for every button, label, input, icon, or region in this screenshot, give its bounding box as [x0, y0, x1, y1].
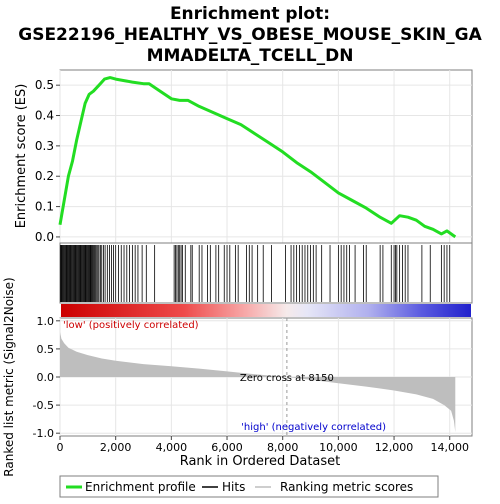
- ranking-metric-area: [60, 332, 456, 433]
- chart-legend: Enrichment profile Hits Ranking metric s…: [59, 475, 439, 498]
- x-tick-label: 6,000: [211, 441, 243, 454]
- es-y-tick-label: 0.5: [35, 78, 54, 92]
- legend-metric-label: Ranking metric scores: [280, 480, 413, 494]
- es-y-axis-label: Enrichment score (ES): [14, 84, 29, 229]
- x-tick-label: 12,000: [375, 441, 414, 454]
- plot-title-line-3: MMADELTA_TCELL_DN: [147, 46, 354, 66]
- x-tick-label: 4,000: [156, 441, 188, 454]
- positive-correlation-label: 'low' (positively correlated): [63, 320, 199, 331]
- zero-cross-label: Zero cross at 8150: [240, 373, 334, 384]
- metric-y-tick-label: -0.5: [33, 399, 54, 412]
- x-tick-label: 14,000: [430, 441, 469, 454]
- ranked-metric-panel: -1.0 -0.5 0.0 0.5 1.0 0 2,000 4,000 6,000 8,000 1…: [2, 277, 473, 477]
- plot-title-line-1: Enrichment plot:: [170, 4, 330, 24]
- es-y-tick-label: 0.4: [35, 109, 54, 123]
- metric-y-axis-label: Ranked list metric (Signal2Noise): [2, 277, 16, 476]
- x-axis-label: Rank in Ordered Dataset: [180, 454, 341, 469]
- hits-panel: [59, 242, 473, 304]
- x-tick-label: 0: [57, 441, 64, 454]
- legend-es-label: Enrichment profile: [85, 480, 196, 494]
- enrichment-profile-line: [58, 76, 457, 239]
- hits-panel-frame: [59, 242, 473, 304]
- x-tick-label: 8,000: [267, 441, 299, 454]
- enrichment-score-panel: 0.0 0.1 0.2 0.3 0.4 0.5 Enrichment score (ES): [14, 69, 473, 244]
- x-tick-label: 2,000: [100, 441, 132, 454]
- es-y-tick-label: 0.2: [35, 169, 54, 183]
- metric-y-tick-label: 0.0: [37, 371, 55, 384]
- plot-title-line-2: GSE22196_HEALTHY_VS_OBESE_MOUSE_SKIN_GA: [18, 25, 482, 45]
- es-panel-frame: [59, 69, 473, 244]
- legend-hits-label: Hits: [222, 480, 245, 494]
- es-y-tick-label: 0.1: [35, 200, 54, 214]
- metric-y-tick-label: -1.0: [33, 427, 54, 440]
- x-tick-label: 10,000: [319, 441, 358, 454]
- legend-frame: [59, 475, 439, 498]
- es-y-tick-label: 0.0: [35, 230, 54, 244]
- es-y-tick-label: 0.3: [35, 139, 54, 153]
- metric-y-tick-label: 0.5: [37, 343, 55, 356]
- metric-y-tick-label: 1.0: [37, 315, 55, 328]
- negative-correlation-label: 'high' (negatively correlated): [241, 422, 386, 433]
- ranking-color-bar: [61, 304, 471, 317]
